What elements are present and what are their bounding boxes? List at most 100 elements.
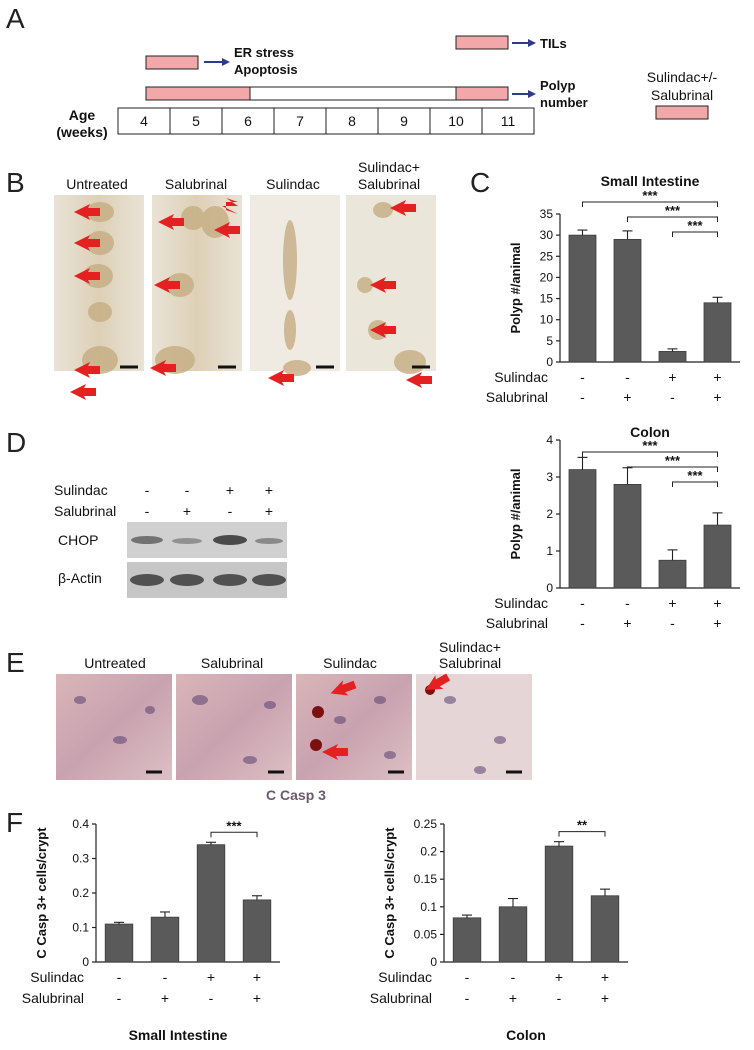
blot-sign-salubrinal: + bbox=[265, 503, 273, 519]
chart-ylabel: C Casp 3+ cells/crypt bbox=[34, 827, 49, 959]
treatment-row-sulindac: Sulindac bbox=[494, 595, 548, 611]
y-tick-label: 1 bbox=[546, 544, 553, 558]
treatment-sign-salubrinal: + bbox=[713, 615, 721, 631]
panel-letter-a: A bbox=[6, 3, 25, 34]
significance-label: *** bbox=[642, 438, 658, 453]
polyp-label-line1: Polyp bbox=[540, 78, 575, 93]
blot-sign-sulindac: + bbox=[265, 482, 273, 498]
week-label: 9 bbox=[400, 113, 408, 129]
ihc-label-untreated: Untreated bbox=[84, 655, 145, 671]
significance-bracket bbox=[210, 831, 258, 838]
treatment-sign-salubrinal: - bbox=[117, 990, 122, 1006]
treatment-sign-salubrinal: - bbox=[580, 615, 585, 631]
legend-swatch bbox=[655, 105, 709, 120]
tissue-label-untreated: Untreated bbox=[66, 176, 127, 192]
significance-label: *** bbox=[226, 818, 242, 833]
polyp-bar-early bbox=[145, 86, 251, 101]
bar bbox=[242, 899, 272, 963]
treatment-sign-sulindac: - bbox=[625, 369, 630, 385]
week-label: 6 bbox=[244, 113, 252, 129]
treatment-sign-salubrinal: - bbox=[670, 615, 675, 631]
bar bbox=[613, 483, 642, 589]
significance-label: *** bbox=[665, 453, 681, 468]
bar bbox=[703, 302, 732, 363]
treatment-sign-sulindac: - bbox=[580, 369, 585, 385]
chart-title: Colon bbox=[506, 1027, 546, 1043]
panel-letter-f: F bbox=[6, 807, 23, 838]
treatment-sign-sulindac: + bbox=[713, 369, 721, 385]
treatment-sign-sulindac: + bbox=[555, 969, 563, 985]
blot-sign-salubrinal: - bbox=[228, 503, 233, 519]
panel-b-tissue: Untreated Salubrinal Sulindac Sulindac+ … bbox=[54, 159, 436, 400]
ihc-image-untreated bbox=[56, 674, 172, 780]
tissue-label-combo-line2: Salubrinal bbox=[358, 176, 420, 192]
treatment-sign-sulindac: + bbox=[668, 595, 676, 611]
significance-bracket bbox=[672, 231, 718, 237]
blot-sign-salubrinal: + bbox=[183, 503, 191, 519]
treatment-sign-salubrinal: + bbox=[601, 990, 609, 1006]
polyp-arrowhead bbox=[528, 90, 536, 98]
treatment-row-sulindac: Sulindac bbox=[494, 369, 548, 385]
legend-label-line1: Sulindac+/- bbox=[647, 69, 718, 85]
panel-d-western-blot: Sulindac Salubrinal - - + + - + - + CHOP β-Acti… bbox=[54, 482, 287, 598]
chart-C-colon: Colon Polyp #/animal 0 1 2 3 4 *** *** *** Sulinda… bbox=[486, 424, 740, 631]
significance-bracket bbox=[582, 451, 718, 457]
er-stress-label-line2: Apoptosis bbox=[234, 62, 298, 77]
significance-bracket bbox=[558, 831, 606, 837]
significance-label: *** bbox=[687, 218, 703, 233]
treatment-sign-sulindac: - bbox=[465, 969, 470, 985]
treatment-sign-salubrinal: - bbox=[465, 990, 470, 1006]
treatment-sign-sulindac: + bbox=[601, 969, 609, 985]
week-label: 11 bbox=[501, 113, 516, 129]
treatment-row-salubrinal: Salubrinal bbox=[370, 990, 432, 1006]
bar bbox=[452, 917, 482, 963]
y-tick-label: 2 bbox=[546, 507, 553, 521]
y-tick-label: 0 bbox=[430, 955, 437, 969]
week-cells: 4 5 6 7 8 9 10 11 bbox=[117, 107, 535, 135]
week-cell bbox=[325, 107, 379, 135]
significance-bracket bbox=[582, 201, 718, 207]
treatment-sign-salubrinal: + bbox=[623, 615, 631, 631]
y-tick-label: 0.25 bbox=[414, 817, 438, 831]
week-cell bbox=[481, 107, 535, 135]
treatment-sign-salubrinal: - bbox=[557, 990, 562, 1006]
y-tick-label: 3 bbox=[546, 470, 553, 484]
y-tick-label: 0 bbox=[546, 581, 553, 595]
ihc-red-arrows bbox=[322, 673, 451, 760]
tils-bar bbox=[455, 35, 509, 50]
treatment-sign-salubrinal: + bbox=[713, 389, 721, 405]
significance-label: *** bbox=[665, 203, 681, 218]
treatment-sign-sulindac: + bbox=[668, 369, 676, 385]
polyp-bar-middle bbox=[249, 86, 457, 101]
polyp-red-arrows bbox=[70, 198, 432, 400]
week-cell bbox=[429, 107, 483, 135]
bar bbox=[150, 916, 180, 963]
bar bbox=[196, 844, 226, 963]
ihc-image-sulindac bbox=[296, 674, 412, 780]
blot-sign-sulindac: - bbox=[185, 482, 190, 498]
y-tick-label: 20 bbox=[540, 270, 554, 284]
chart-ylabel: C Casp 3+ cells/crypt bbox=[382, 827, 397, 959]
bar bbox=[703, 524, 732, 589]
y-tick-label: 0.2 bbox=[420, 845, 437, 859]
week-label: 4 bbox=[140, 113, 148, 129]
week-cell bbox=[221, 107, 275, 135]
tils-arrowhead bbox=[528, 39, 536, 47]
y-tick-label: 0.05 bbox=[414, 927, 438, 941]
chart-title: Small Intestine bbox=[129, 1027, 228, 1043]
chart-title: Colon bbox=[630, 424, 670, 440]
bar bbox=[498, 906, 528, 963]
treatment-row-sulindac: Sulindac bbox=[378, 969, 432, 985]
ihc-label-sulindac: Sulindac bbox=[323, 655, 377, 671]
tissue-label-sulindac: Sulindac bbox=[266, 176, 320, 192]
week-label: 8 bbox=[348, 113, 356, 129]
chart-F-small-intestine: Small Intestine C Casp 3+ cells/crypt 0 0.1… bbox=[22, 817, 280, 1043]
y-tick-label: 30 bbox=[540, 228, 554, 242]
y-tick-label: 0.4 bbox=[72, 817, 89, 831]
week-cell bbox=[117, 107, 171, 135]
bar bbox=[568, 469, 597, 589]
treatment-sign-salubrinal: + bbox=[161, 990, 169, 1006]
blot-sign-sulindac: - bbox=[145, 482, 150, 498]
er-stress-arrowhead bbox=[222, 58, 230, 66]
